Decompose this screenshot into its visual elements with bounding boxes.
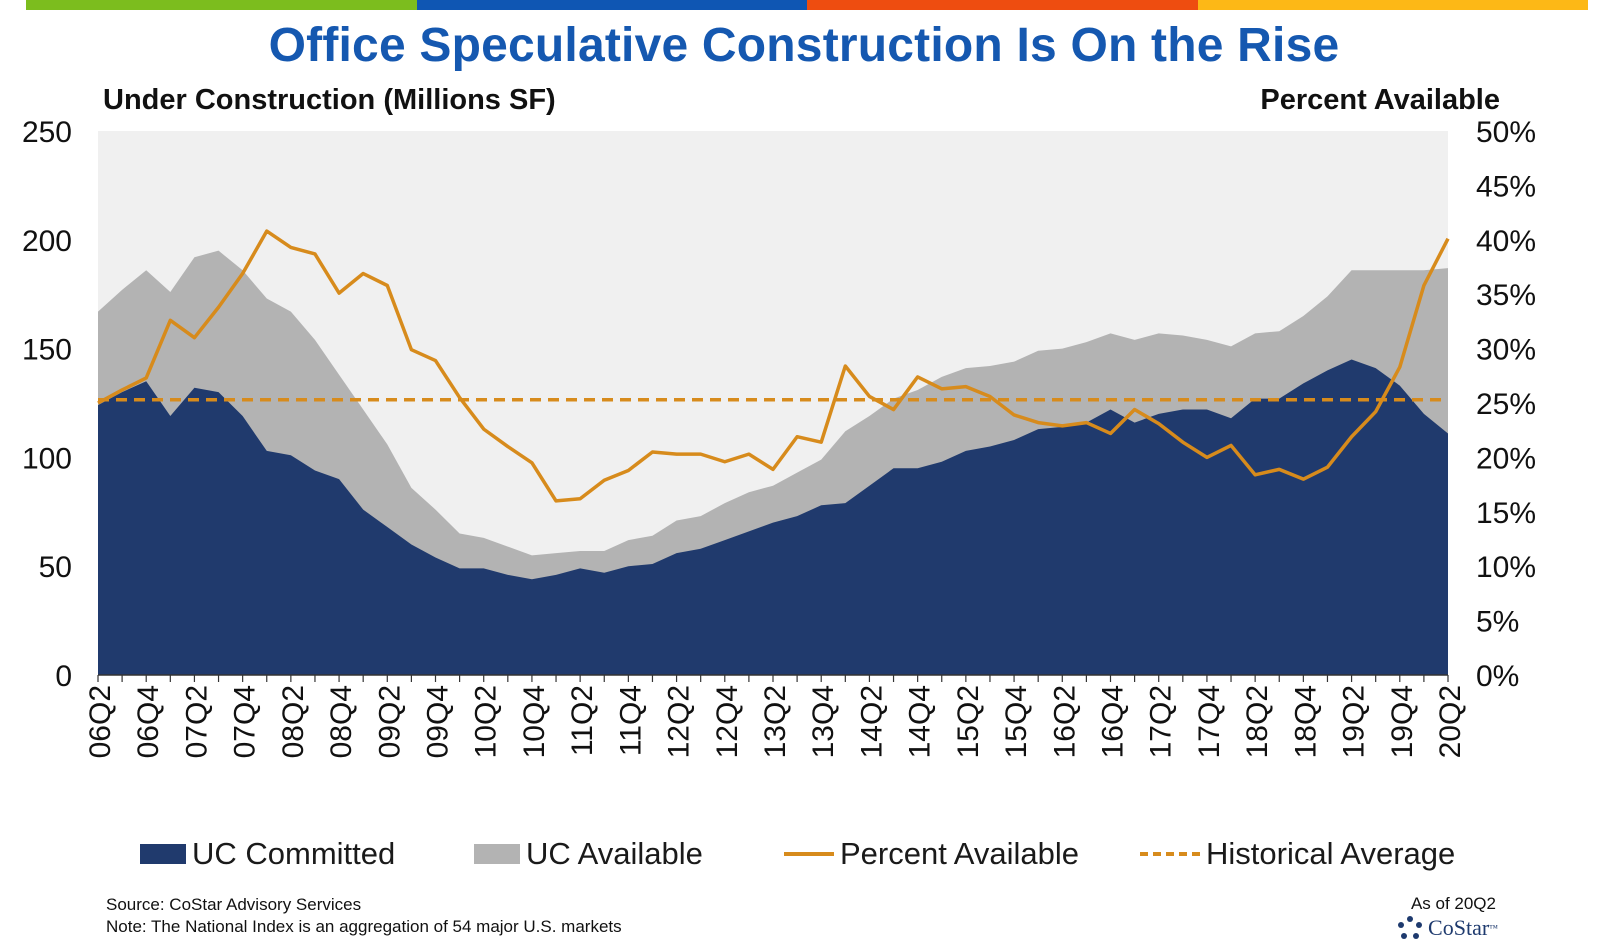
y-right-tick-label: 0%: [1476, 660, 1519, 693]
top-bar-segment-green: [26, 0, 417, 10]
as-of-label: As of 20Q2: [1410, 894, 1496, 913]
right-axis-title: Percent Available: [1260, 84, 1500, 116]
x-tick-label: 08Q2: [277, 685, 310, 758]
x-tick-label: 17Q4: [1193, 685, 1226, 758]
x-tick-label: 06Q4: [132, 685, 165, 758]
costar-star-icon: [1398, 916, 1423, 939]
y-left-tick-label: 50: [39, 551, 72, 584]
y-right-tick-label: 50%: [1476, 116, 1536, 149]
x-tick-label: 12Q2: [663, 685, 696, 758]
brand-trademark: ™: [1489, 923, 1498, 933]
legend-swatch-uc-available: [474, 844, 520, 864]
x-tick-label: 18Q2: [1241, 685, 1274, 758]
line-percent-available: [97, 229, 1450, 503]
x-tick-label: 15Q2: [952, 685, 985, 758]
legend-label-percent-available: Percent Available: [840, 836, 1079, 871]
x-tick-label: 19Q2: [1338, 685, 1371, 758]
x-tick-label: 12Q4: [711, 685, 744, 758]
legend-item-uc-committed: UC Committed: [140, 836, 395, 872]
top-color-bar: [26, 0, 1588, 10]
x-tick-label: 19Q4: [1386, 685, 1419, 758]
legend-label-uc-committed: UC Committed: [192, 836, 396, 871]
x-tick-label: 17Q2: [1145, 685, 1178, 758]
y-right-tick-label: 30%: [1476, 334, 1536, 367]
y-left-tick-label: 100: [22, 442, 72, 475]
x-tick-label: 08Q4: [325, 685, 358, 758]
y-right-tick-label: 25%: [1476, 388, 1536, 421]
y-left-tick-label: 250: [22, 116, 72, 149]
chart-title: Office Speculative Construction Is On th…: [268, 19, 1340, 72]
brand-name: CoStar: [1428, 915, 1490, 940]
x-tick-label: 13Q2: [759, 685, 792, 758]
x-tick-label: 11Q2: [566, 685, 599, 756]
top-bar-segment-yellow: [1197, 0, 1588, 10]
legend-item-historical-average: Historical Average: [1140, 836, 1455, 872]
x-tick-label: 14Q2: [855, 685, 888, 758]
y-left-tick-label: 150: [22, 334, 72, 367]
x-tick-label: 14Q4: [904, 685, 937, 758]
top-bar-segment-blue: [416, 0, 807, 10]
y-left-tick-label: 0: [55, 660, 72, 693]
y-right-tick-label: 20%: [1476, 442, 1536, 475]
x-tick-label: 20Q2: [1434, 685, 1467, 758]
legend: UC Committed UC Available Percent Availa…: [0, 836, 1608, 876]
x-tick-label: 15Q4: [1000, 685, 1033, 758]
legend-swatch-percent-available: [784, 852, 834, 856]
legend-item-uc-available: UC Available: [474, 836, 703, 872]
legend-swatch-uc-committed: [140, 844, 186, 864]
y-right-tick-label: 35%: [1476, 279, 1536, 312]
x-tick-label: 07Q4: [229, 685, 262, 758]
index-note: Note: The National Index is an aggregati…: [106, 917, 622, 936]
x-tick-label: 07Q2: [180, 685, 213, 758]
x-tick-label: 13Q4: [807, 685, 840, 758]
x-tick-label: 06Q2: [84, 685, 117, 758]
x-tick-label: 11Q4: [614, 685, 647, 756]
legend-label-uc-available: UC Available: [526, 836, 703, 871]
y-right-tick-label: 40%: [1476, 225, 1536, 258]
legend-swatch-historical-average: [1140, 852, 1200, 856]
chart-canvas: 06Q2 06Q4 07Q2 07Q4 08Q2 08Q4 09Q2 09Q4 10Q2 10Q4…: [22, 116, 1536, 758]
top-bar-segment-orange: [807, 0, 1198, 10]
x-tick-label: 10Q4: [518, 685, 551, 758]
x-tick-label: 18Q4: [1289, 685, 1322, 758]
x-tick-label: 16Q4: [1097, 685, 1130, 758]
x-tick-label: 09Q2: [373, 685, 406, 758]
x-tick-label: 16Q2: [1048, 685, 1081, 758]
y-right-tick-label: 10%: [1476, 551, 1536, 584]
y-right-tick-label: 15%: [1476, 497, 1536, 530]
left-axis-title: Under Construction (Millions SF): [103, 84, 556, 116]
legend-label-historical-average: Historical Average: [1206, 836, 1456, 871]
y-right-tick-label: 5%: [1476, 606, 1519, 639]
legend-item-percent-available: Percent Available: [784, 836, 1079, 872]
area-uc-committed: [98, 359, 1448, 675]
x-tick-label: 10Q2: [470, 685, 503, 758]
footnotes: Source: CoStar Advisory Services Note: T…: [106, 894, 622, 938]
y-right-tick-label: 45%: [1476, 170, 1536, 203]
source-note: Source: CoStar Advisory Services: [106, 895, 362, 914]
y-left-tick-label: 200: [22, 225, 72, 258]
costar-logo: CoStar ™: [1397, 915, 1498, 941]
x-tick-label: 09Q4: [422, 685, 455, 758]
